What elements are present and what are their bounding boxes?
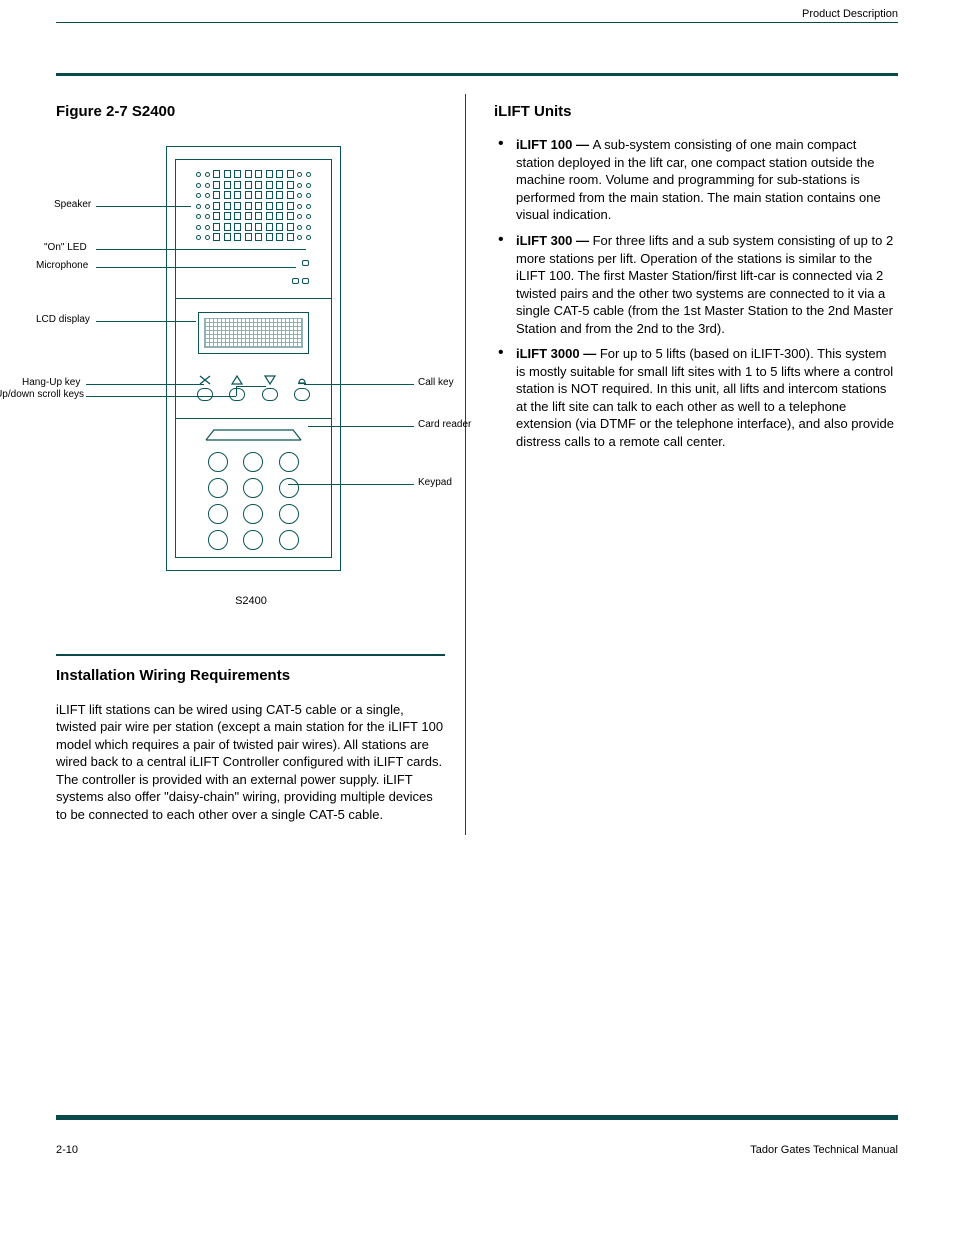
bullet-lead: iLIFT 100 — <box>516 137 593 152</box>
keypad-key[interactable] <box>208 530 228 550</box>
microphone-hole <box>302 278 309 284</box>
keypad[interactable] <box>200 452 307 556</box>
label-lcd: LCD display <box>36 314 90 326</box>
list-item: iLIFT 300 — For three lifts and a sub sy… <box>494 232 898 337</box>
keypad-key[interactable] <box>279 530 299 550</box>
keypad-key[interactable] <box>279 452 299 472</box>
hangup-key[interactable] <box>194 375 216 409</box>
label-speaker: Speaker <box>54 199 91 211</box>
label-call: Call key <box>418 377 454 389</box>
left-column: Figure 2-7 S2400 <box>56 94 466 835</box>
keypad-key[interactable] <box>208 504 228 524</box>
footer-rule <box>56 1115 898 1120</box>
bullet-body: For three lifts and a sub system consist… <box>516 233 893 336</box>
microphone-hole <box>292 278 299 284</box>
keypad-key[interactable] <box>208 478 228 498</box>
scroll-down-key[interactable] <box>259 375 281 409</box>
device-figure: Speaker "On" LED Microphone LCD display … <box>56 136 446 636</box>
doc-name: Tador Gates Technical Manual <box>750 1143 898 1158</box>
keypad-key[interactable] <box>243 504 263 524</box>
lcd-pixels <box>204 318 303 348</box>
label-hangup: Hang-Up key <box>22 377 80 389</box>
bullet-body: For up to 5 lifts (based on iLIFT-300). … <box>516 346 894 449</box>
label-on-led: "On" LED <box>44 242 87 254</box>
figure-caption: S2400 <box>56 594 446 609</box>
installation-title: Installation Wiring Requirements <box>56 666 445 686</box>
speaker-grille <box>194 170 313 248</box>
chevron-up-icon <box>231 375 243 385</box>
figure-title: Figure 2-7 S2400 <box>56 102 445 122</box>
label-card: Card reader <box>418 419 471 431</box>
bullet-lead: iLIFT 300 — <box>516 233 593 248</box>
running-title: Product Description <box>802 7 898 22</box>
right-column: iLIFT Units iLIFT 100 — A sub-system con… <box>466 94 898 835</box>
panel-inner <box>175 159 332 558</box>
chevron-down-icon <box>264 375 276 385</box>
installation-body: iLIFT lift stations can be wired using C… <box>56 701 445 824</box>
call-key[interactable] <box>291 375 313 409</box>
left-subsection-rule <box>56 654 445 656</box>
keypad-key[interactable] <box>208 452 228 472</box>
section-rule <box>56 73 898 76</box>
top-header-rule <box>56 22 898 23</box>
keypad-key[interactable] <box>279 504 299 524</box>
on-led <box>302 260 309 266</box>
page-number: 2-10 <box>56 1143 78 1158</box>
card-slot-icon <box>204 428 303 442</box>
bullet-lead: iLIFT 3000 — <box>516 346 600 361</box>
divider <box>176 418 331 419</box>
list-item: iLIFT 100 — A sub-system consisting of o… <box>494 136 898 224</box>
card-reader-slot[interactable] <box>204 428 303 442</box>
keypad-key[interactable] <box>243 530 263 550</box>
keypad-key[interactable] <box>243 452 263 472</box>
softkey-row <box>194 375 313 409</box>
ilift-units-list: iLIFT 100 — A sub-system consisting of o… <box>494 136 898 450</box>
keypad-key[interactable] <box>243 478 263 498</box>
list-item: iLIFT 3000 — For up to 5 lifts (based on… <box>494 345 898 450</box>
scroll-up-key[interactable] <box>226 375 248 409</box>
keypad-key[interactable] <box>279 478 299 498</box>
label-scroll: Up/down scroll keys <box>0 389 84 401</box>
ilift-units-title: iLIFT Units <box>494 102 898 122</box>
label-microphone: Microphone <box>36 260 88 272</box>
panel-outer <box>166 146 341 571</box>
lcd-display <box>198 312 309 354</box>
divider <box>176 298 331 299</box>
label-keypad: Keypad <box>418 477 452 489</box>
